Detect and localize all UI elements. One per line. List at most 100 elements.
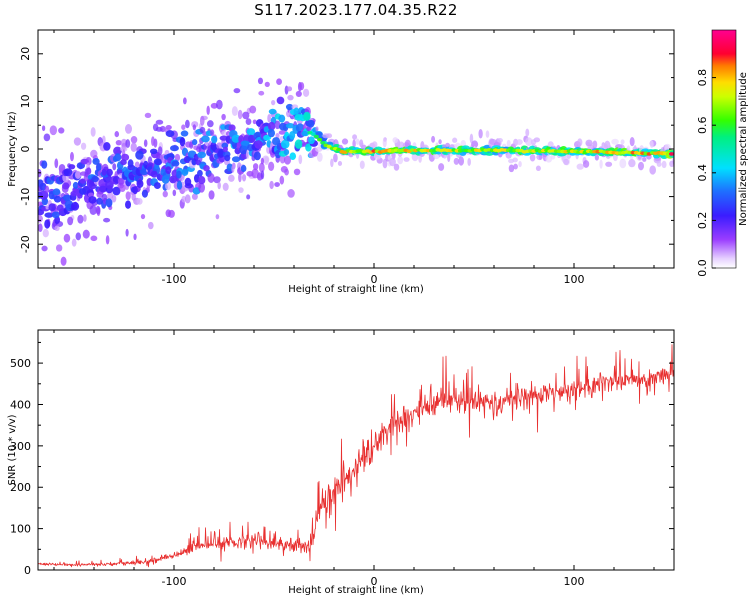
spectrogram-cell xyxy=(308,136,315,145)
spectrogram-cell xyxy=(44,219,51,229)
spectrogram-cell xyxy=(115,140,122,146)
spectrogram-cell xyxy=(41,125,46,132)
snr-plot: -100 0 100 0 100 200 300 400 500 Height of stra… xyxy=(7,329,675,596)
spectrogram-cell xyxy=(157,146,163,156)
spectrogram-cell xyxy=(99,185,108,193)
y-tick-label: 500 xyxy=(10,357,31,370)
spectrogram-cell xyxy=(63,168,73,177)
spectrogram-cell xyxy=(355,138,360,145)
spectrogram-cell xyxy=(252,163,259,171)
spectrogram-cell xyxy=(298,154,303,165)
spectrogram-cell xyxy=(44,212,54,218)
spectrogram-cell xyxy=(508,164,515,173)
spectrogram-cell xyxy=(563,158,570,166)
spectrogram-cell xyxy=(545,155,553,163)
spectrogram-cell xyxy=(518,160,522,168)
spectrogram-cell xyxy=(79,178,86,184)
spectrogram-cell xyxy=(63,233,71,243)
spectrogram-cell xyxy=(182,97,187,105)
spectrogram-y-axis-label: Frequency (Hz) xyxy=(7,111,18,187)
y-tick-label: 20 xyxy=(19,47,32,61)
spectrogram-cell xyxy=(258,90,265,96)
spectrogram-cell xyxy=(45,204,50,210)
spectrogram-cell xyxy=(305,143,312,152)
spectrogram-cell xyxy=(103,142,111,151)
x-tick-label: -100 xyxy=(162,575,187,588)
spectrogram-cell xyxy=(198,182,206,193)
spectrogram-cell xyxy=(136,197,143,205)
spectrogram-cell xyxy=(330,158,334,168)
spectrogram-cell xyxy=(121,153,130,161)
spectrogram-cell xyxy=(276,78,282,86)
spectrogram-cell xyxy=(458,156,465,166)
spectrogram-cell xyxy=(279,154,286,164)
spectrogram-cell xyxy=(438,163,445,171)
spectrogram-cell xyxy=(246,194,251,200)
spectrogram-cell xyxy=(272,137,281,146)
spectrogram-cell xyxy=(216,142,223,150)
spectrogram-cell xyxy=(599,159,603,169)
spectrogram-cell xyxy=(224,154,231,162)
spectrogram-cell xyxy=(260,157,265,165)
y-tick-label: 400 xyxy=(10,398,31,411)
spectrogram-cell xyxy=(181,168,189,176)
spectrogram-cell xyxy=(130,142,137,153)
spectrogram-cell xyxy=(274,120,281,130)
spectrogram-cell xyxy=(260,170,265,180)
colorbar: 0.0 0.2 0.4 0.6 0.8 Normalized spectral ampl… xyxy=(696,29,749,277)
spectrogram-cell xyxy=(222,182,229,191)
spectrogram-cell xyxy=(143,139,148,148)
snr-frame xyxy=(37,329,675,571)
spectrogram-cell xyxy=(124,124,133,134)
colorbar-tick-label: 0.0 xyxy=(696,259,709,277)
spectrogram-cell xyxy=(86,167,92,175)
colorbar-label: Normalized spectral amplitude xyxy=(738,72,749,226)
snr-x-axis-label: Height of straight line (km) xyxy=(288,585,424,596)
spectrogram-cell xyxy=(73,137,82,146)
spectrogram-cell xyxy=(240,164,247,172)
x-tick-label: -100 xyxy=(162,273,187,286)
spectrogram-cell xyxy=(92,157,100,165)
spectrogram-cell xyxy=(191,139,198,146)
spectrogram-cell xyxy=(307,119,315,128)
spectrogram-cell xyxy=(209,129,215,136)
spectrogram-cell xyxy=(264,81,270,88)
spectrogram-cell xyxy=(185,119,190,129)
spectrogram-cell xyxy=(68,164,76,170)
spectrogram-cell xyxy=(56,204,64,212)
spectrogram-cell xyxy=(315,126,319,132)
spectrogram-cell xyxy=(478,129,483,139)
spectrogram-cell xyxy=(43,133,51,142)
spectrogram-cell xyxy=(77,214,84,224)
spectrogram-cell xyxy=(515,139,523,145)
spectrogram-cell xyxy=(125,228,129,237)
spectrogram-cell xyxy=(231,156,241,163)
spectrogram-cell xyxy=(184,177,192,187)
colorbar-tick-label: 0.6 xyxy=(696,116,709,134)
spectrogram-cell xyxy=(301,130,308,137)
spectrogram-cell xyxy=(171,160,180,167)
spectrogram-cell xyxy=(192,124,197,131)
spectrogram-cell xyxy=(253,151,261,161)
spectrogram-cell xyxy=(649,165,657,175)
spectrogram-cell xyxy=(333,153,338,163)
spectrogram-cell xyxy=(359,139,364,148)
spectrogram-cell xyxy=(389,157,396,167)
spectrogram-cell xyxy=(119,184,126,192)
spectrogram-cell xyxy=(637,161,645,171)
spectrogram-cell xyxy=(506,139,511,148)
spectrogram-cell xyxy=(114,131,120,138)
spectrogram-cell xyxy=(672,156,674,166)
spectrogram-cell xyxy=(246,149,250,160)
spectrogram-cell xyxy=(201,135,210,143)
colorbar-gradient xyxy=(711,29,737,269)
spectrogram-ridge-cell xyxy=(336,147,342,152)
spectrogram-cell xyxy=(176,180,183,190)
spectrogram-cell xyxy=(133,233,137,241)
spectrogram-cell xyxy=(203,165,210,172)
spectrogram-cell xyxy=(53,195,62,203)
spectrogram-cell xyxy=(293,168,301,176)
spectrogram-cell xyxy=(252,119,257,125)
spectrogram-cell xyxy=(132,186,138,195)
spectrogram-cell xyxy=(642,157,647,162)
